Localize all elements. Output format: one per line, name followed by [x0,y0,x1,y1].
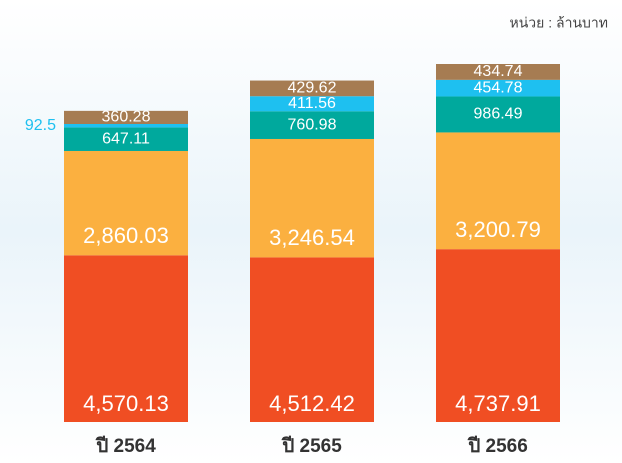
bar-segment [64,110,188,125]
bar-segment [436,132,560,250]
bar-segment [64,150,188,256]
bar-segment [436,64,560,80]
bar-segment [436,249,560,422]
value-label: 92.5 [25,117,56,134]
x-tick-label: ปี 2565 [281,435,342,457]
value-label: 4,512.42 [269,391,355,416]
value-label: 986.49 [474,106,523,123]
bar-segment [250,96,374,112]
value-label: 411.56 [288,95,336,112]
bar-segment [436,96,560,133]
bar-segment [250,111,374,139]
unit-note: หน่วย : ล้านบาท [509,15,608,31]
bar-segment [64,127,188,151]
value-label: 360.28 [102,109,151,126]
bar-segment [436,79,560,97]
value-label: 429.62 [288,80,337,97]
value-label: 3,200.79 [455,217,541,242]
value-label: 2,860.03 [83,223,169,248]
value-label: 647.11 [102,130,150,147]
value-label: 3,246.54 [269,225,355,250]
value-label: 4,737.91 [455,391,541,416]
value-label: 454.78 [474,79,523,96]
value-label: 434.74 [474,63,523,80]
bar-segment [250,257,374,422]
bar-segment [250,80,374,97]
value-label: 4,570.13 [83,391,169,416]
x-tick-label: ปี 2564 [95,435,156,457]
bar-segment [64,255,188,422]
bar-segment [64,124,188,128]
x-tick-label: ปี 2566 [467,435,527,457]
bar-segment [250,138,374,258]
value-label: 760.98 [288,116,337,133]
